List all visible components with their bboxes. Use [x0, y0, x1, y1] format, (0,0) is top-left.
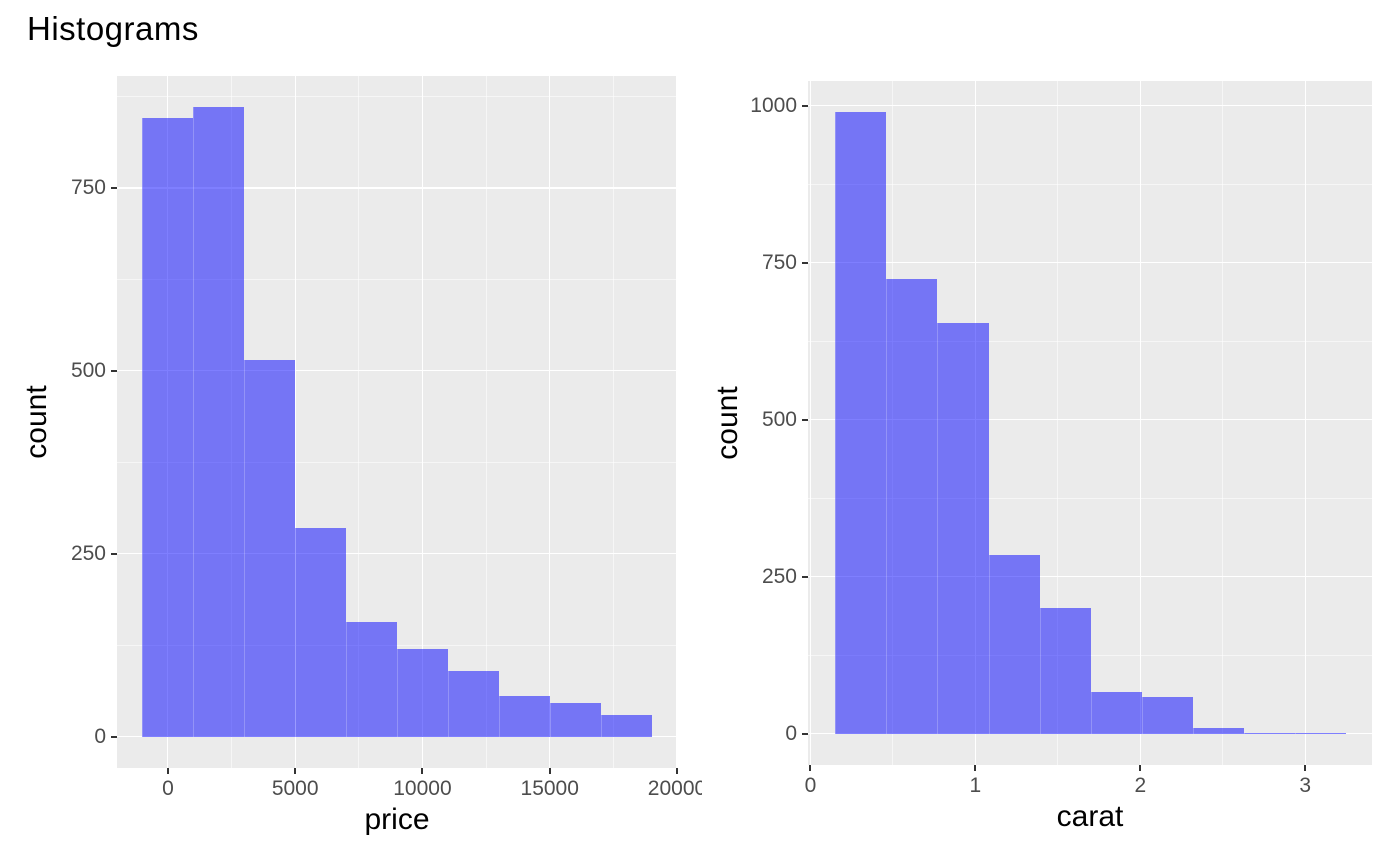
grid-major-x	[1304, 81, 1306, 765]
y-tick-label: 500	[70, 358, 106, 382]
grid-major-x	[1139, 81, 1141, 765]
grid-major-y	[117, 735, 677, 738]
histogram-bar	[1039, 608, 1091, 734]
histogram-bar	[498, 696, 550, 737]
grid-major-y	[808, 105, 1372, 107]
histogram-bar	[142, 118, 194, 737]
x-tick-label: 3	[1299, 774, 1312, 797]
x-axis-title-carat: carat	[1056, 800, 1124, 833]
grid-major-y	[808, 262, 1372, 264]
grid-major-x	[421, 76, 424, 768]
x-tick-mark	[294, 768, 297, 774]
x-tick-label: 5000	[271, 777, 319, 800]
x-tick-label: 0	[162, 777, 174, 800]
grid-minor-x	[612, 76, 614, 768]
histogram-bar	[1295, 732, 1347, 734]
histogram-bar	[447, 671, 499, 737]
y-tick-label: 0	[785, 721, 797, 745]
histogram-bar	[1090, 691, 1142, 734]
histogram-bar	[886, 278, 938, 734]
histogram-bar	[397, 648, 448, 737]
grid-major-x	[676, 76, 677, 768]
grid-major-x	[294, 76, 296, 768]
y-tick-mark	[802, 575, 808, 578]
histogram-bar	[244, 359, 296, 737]
histogram-bar	[937, 322, 989, 734]
y-tick-mark	[802, 261, 808, 264]
y-tick-label: 750	[70, 175, 106, 199]
grid-major-y	[117, 553, 677, 555]
x-tick-label: 0	[804, 774, 817, 797]
y-tick-mark	[111, 186, 117, 189]
x-tick-label: 10000	[393, 777, 452, 800]
y-tick-label: 250	[70, 541, 106, 565]
grid-minor-y	[808, 183, 1372, 185]
x-tick-label: 20000	[647, 777, 702, 800]
x-tick-mark	[166, 768, 169, 774]
histogram-bar	[1141, 696, 1194, 734]
histogram-bar	[835, 112, 887, 734]
grid-major-y	[808, 419, 1372, 421]
y-tick-label: 250	[761, 564, 797, 588]
grid-minor-y	[117, 461, 677, 463]
histogram-bar	[1244, 732, 1296, 734]
plot-panel	[117, 76, 677, 768]
histogram-bar	[295, 528, 347, 737]
y-tick-label: 500	[761, 407, 797, 431]
x-tick-label: 15000	[520, 777, 579, 800]
grid-major-x	[549, 76, 551, 768]
y-axis-title-count-left: count	[20, 385, 53, 459]
histogram-bar	[988, 554, 1040, 734]
grid-major-y	[808, 576, 1372, 578]
y-tick-label: 750	[761, 250, 797, 274]
histogram-bar	[193, 107, 245, 737]
y-tick-mark	[111, 735, 117, 738]
y-tick-mark	[802, 104, 808, 107]
histogram-bar	[600, 715, 652, 737]
grid-minor-x	[1222, 81, 1224, 765]
grid-major-x	[809, 81, 812, 765]
carat-histogram: carat count 0 1 2 3 0 250 500 750 1000	[702, 0, 1400, 866]
grid-minor-y	[808, 340, 1372, 342]
x-axis-title-price: price	[364, 803, 430, 836]
x-tick-mark	[1304, 765, 1307, 771]
grid-minor-y	[117, 95, 677, 97]
y-tick-mark	[802, 418, 808, 421]
grid-major-y	[117, 370, 677, 372]
y-tick-label: 1000	[750, 93, 797, 117]
x-tick-mark	[974, 765, 977, 771]
grid-minor-y	[808, 497, 1372, 499]
grid-minor-y	[117, 278, 677, 280]
histogram-bar	[549, 702, 601, 737]
y-tick-mark	[111, 552, 117, 555]
y-tick-mark	[111, 369, 117, 372]
x-tick-mark	[809, 765, 812, 771]
x-tick-label: 1	[969, 774, 982, 797]
x-tick-mark	[1139, 765, 1142, 771]
histogram-bar	[346, 621, 397, 737]
y-tick-label: 0	[94, 724, 106, 748]
price-histogram: price count 0 5000 10000 15000 20000 0 250 500 7…	[20, 76, 702, 836]
grid-minor-y	[117, 644, 677, 646]
y-tick-mark	[802, 732, 808, 735]
x-tick-mark	[676, 768, 678, 774]
plot-panel	[808, 81, 1372, 765]
histogram-bar	[1193, 727, 1245, 734]
plot-title: Histograms	[27, 10, 199, 47]
grid-major-y	[117, 187, 677, 189]
grid-minor-x	[1057, 81, 1059, 765]
x-tick-mark	[421, 768, 424, 774]
grid-minor-x	[358, 76, 360, 768]
x-tick-mark	[548, 768, 551, 774]
grid-minor-x	[485, 76, 487, 768]
x-tick-label: 2	[1134, 774, 1147, 797]
grid-major-y	[808, 733, 1372, 735]
